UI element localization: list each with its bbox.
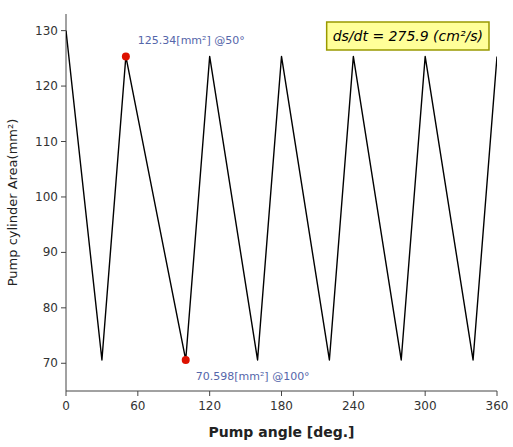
- annotation: 125.34[mm²] @50°: [138, 34, 245, 47]
- x-tick-label: 120: [198, 399, 221, 413]
- formula-box: ds/dt = 275.9 (cm²/s): [327, 22, 489, 50]
- y-tick: [61, 196, 66, 197]
- x-tick: [137, 391, 138, 396]
- plot-area: [66, 31, 497, 364]
- x-tick: [353, 391, 354, 396]
- formula-box-frame: [327, 22, 489, 50]
- x-axis-label: Pump angle [deg.]: [209, 424, 355, 440]
- y-tick-label: 130: [35, 24, 58, 38]
- x-tick-label: 60: [130, 399, 145, 413]
- y-tick: [61, 307, 66, 308]
- x-tick: [497, 391, 498, 396]
- y-tick-label: 90: [43, 245, 58, 259]
- x-tick-label: 0: [62, 399, 70, 413]
- x-tick: [425, 391, 426, 396]
- x-tick-label: 360: [486, 399, 509, 413]
- highlight-point: [182, 356, 190, 364]
- y-tick: [61, 141, 66, 142]
- waveform-line: [66, 31, 497, 360]
- x-tick: [209, 391, 210, 396]
- chart: 0 60 120 180 240 300 360 70 80 90 100 110 120 130 Pump…: [0, 0, 513, 447]
- x-tick-label: 240: [342, 399, 365, 413]
- y-tick: [61, 30, 66, 31]
- y-tick-label: 100: [35, 190, 58, 204]
- y-tick-label: 110: [35, 135, 58, 149]
- highlight-point: [122, 52, 130, 60]
- y-tick: [61, 252, 66, 253]
- y-axis-label: Pump cylinder Area(mm²): [5, 119, 20, 287]
- y-tick: [61, 86, 66, 87]
- y-tick-label: 70: [43, 356, 58, 370]
- x-tick-label: 180: [270, 399, 293, 413]
- y-tick-label: 120: [35, 79, 58, 93]
- formula-text: ds/dt = 275.9 (cm²/s): [333, 28, 483, 44]
- y-axis-line: [66, 14, 67, 391]
- y-tick: [61, 363, 66, 364]
- x-tick-label: 300: [414, 399, 437, 413]
- y-tick-label: 80: [43, 301, 58, 315]
- x-tick: [281, 391, 282, 396]
- annotation: 70.598[mm²] @100°: [196, 370, 310, 383]
- x-tick: [66, 391, 67, 396]
